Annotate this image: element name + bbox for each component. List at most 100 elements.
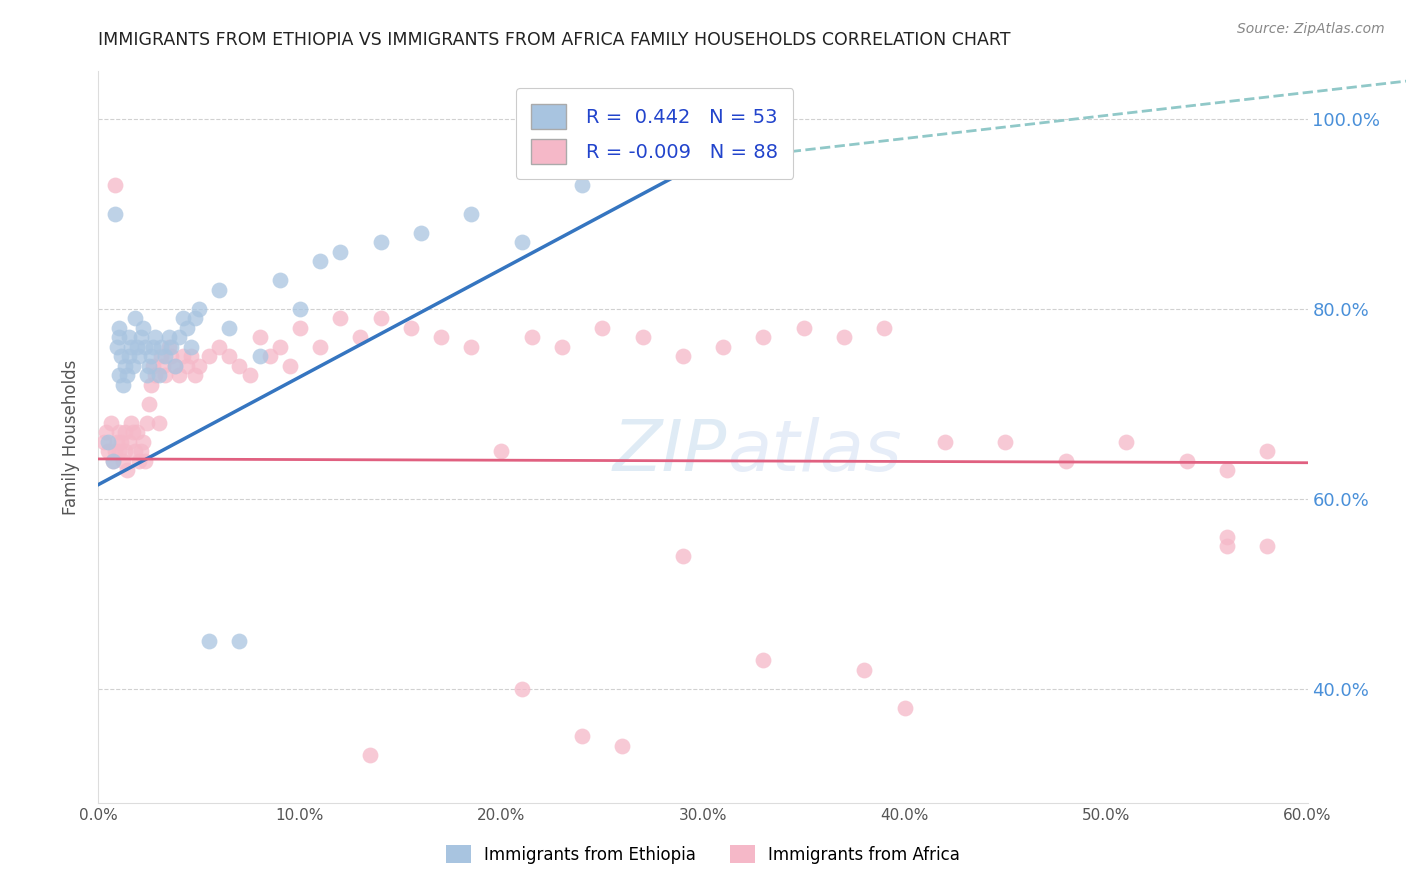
Point xyxy=(269,273,291,287)
Point xyxy=(510,681,533,696)
Point xyxy=(259,349,281,363)
Point xyxy=(124,311,146,326)
Point xyxy=(551,340,574,354)
Point xyxy=(93,434,115,449)
Point xyxy=(288,321,311,335)
Point xyxy=(612,739,634,753)
Point xyxy=(132,434,155,449)
Point xyxy=(135,416,157,430)
Point xyxy=(143,368,166,383)
Point xyxy=(115,463,138,477)
Point xyxy=(153,349,176,363)
Point xyxy=(329,244,352,259)
Point xyxy=(139,349,162,363)
Point xyxy=(1115,434,1137,449)
Legend: Immigrants from Ethiopia, Immigrants from Africa: Immigrants from Ethiopia, Immigrants fro… xyxy=(440,838,966,871)
Point xyxy=(176,321,198,335)
Point xyxy=(128,454,150,468)
Point xyxy=(149,349,172,363)
Point xyxy=(129,330,152,344)
Point xyxy=(129,444,152,458)
Point xyxy=(288,301,311,316)
Point xyxy=(1175,454,1198,468)
Point xyxy=(239,368,262,383)
Point xyxy=(114,425,136,440)
Point xyxy=(1216,539,1239,553)
Point xyxy=(118,349,141,363)
Point xyxy=(135,368,157,383)
Point xyxy=(370,311,392,326)
Point xyxy=(107,425,129,440)
Point xyxy=(134,454,156,468)
Point xyxy=(157,330,180,344)
Point xyxy=(188,301,211,316)
Point xyxy=(360,748,382,763)
Text: ZIP: ZIP xyxy=(613,417,727,486)
Point xyxy=(180,340,202,354)
Point xyxy=(184,368,207,383)
Point xyxy=(107,330,129,344)
Point xyxy=(142,359,165,373)
Point xyxy=(228,359,250,373)
Point xyxy=(430,330,453,344)
Point xyxy=(752,653,775,667)
Point xyxy=(893,701,915,715)
Point xyxy=(460,340,482,354)
Point xyxy=(107,444,129,458)
Point xyxy=(157,340,180,354)
Point xyxy=(309,340,332,354)
Point xyxy=(409,226,432,240)
Point xyxy=(1216,463,1239,477)
Point xyxy=(118,434,141,449)
Point xyxy=(97,444,120,458)
Point xyxy=(994,434,1017,449)
Point xyxy=(832,330,855,344)
Point xyxy=(101,454,124,468)
Point xyxy=(111,454,134,468)
Point xyxy=(491,444,513,458)
Point xyxy=(278,359,301,373)
Point xyxy=(143,330,166,344)
Point xyxy=(853,663,876,677)
Point xyxy=(121,425,143,440)
Point xyxy=(139,377,162,392)
Point xyxy=(1256,539,1278,553)
Point xyxy=(125,340,148,354)
Point xyxy=(208,340,231,354)
Point xyxy=(172,349,194,363)
Point xyxy=(163,359,186,373)
Point xyxy=(249,349,271,363)
Point xyxy=(96,425,118,440)
Point xyxy=(115,368,138,383)
Point xyxy=(631,330,654,344)
Point xyxy=(349,330,371,344)
Point xyxy=(163,359,186,373)
Point xyxy=(793,321,815,335)
Point xyxy=(105,434,128,449)
Point xyxy=(107,321,129,335)
Point xyxy=(711,340,734,354)
Point xyxy=(184,311,207,326)
Point xyxy=(110,434,132,449)
Point xyxy=(1256,444,1278,458)
Point xyxy=(1216,530,1239,544)
Point xyxy=(103,178,125,193)
Point xyxy=(218,349,240,363)
Point xyxy=(120,416,142,430)
Point xyxy=(249,330,271,344)
Point xyxy=(269,340,291,354)
Point xyxy=(103,207,125,221)
Point xyxy=(752,330,775,344)
Point xyxy=(370,235,392,250)
Point xyxy=(329,311,352,326)
Point xyxy=(138,359,160,373)
Point xyxy=(672,349,695,363)
Point xyxy=(121,359,143,373)
Point xyxy=(114,359,136,373)
Text: Source: ZipAtlas.com: Source: ZipAtlas.com xyxy=(1237,22,1385,37)
Point xyxy=(107,368,129,383)
Point xyxy=(114,444,136,458)
Point xyxy=(125,425,148,440)
Text: atlas: atlas xyxy=(727,417,901,486)
Point xyxy=(218,321,240,335)
